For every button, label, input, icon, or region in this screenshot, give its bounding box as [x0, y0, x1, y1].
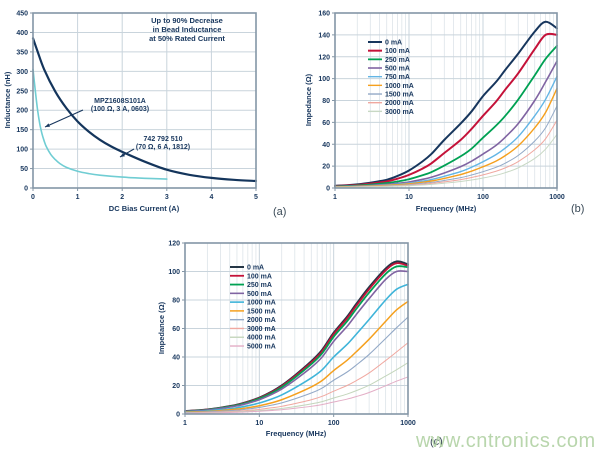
y-axis-label: Impedance (Ω)	[157, 301, 166, 354]
y-axis-label: Impedance (Ω)	[304, 73, 313, 126]
chart-b-impedance-vs-frequency: 1 10 100 1000 0 20 40 60 80 100 120 140 160 Frequency…	[304, 11, 565, 214]
svg-text:20: 20	[172, 383, 180, 390]
svg-text:80: 80	[172, 298, 180, 305]
caption-c: (c)	[430, 436, 443, 448]
grid-lines	[335, 13, 557, 188]
svg-text:350: 350	[16, 49, 28, 56]
grid-lines	[33, 13, 256, 188]
svg-text:1000: 1000	[549, 194, 565, 201]
svg-text:3000 mA: 3000 mA	[247, 326, 276, 333]
grid-lines	[185, 243, 408, 414]
svg-text:160: 160	[318, 11, 330, 18]
svg-text:5: 5	[254, 194, 258, 201]
svg-text:at 50% Rated Current: at 50% Rated Current	[149, 34, 225, 43]
svg-text:5000 mA: 5000 mA	[247, 344, 276, 351]
svg-text:1500 mA: 1500 mA	[247, 308, 276, 315]
svg-text:80: 80	[322, 98, 330, 105]
svg-text:20: 20	[322, 164, 330, 171]
svg-text:1000 mA: 1000 mA	[385, 83, 414, 90]
svg-text:1500 mA: 1500 mA	[385, 92, 414, 99]
svg-text:1000 mA: 1000 mA	[247, 300, 276, 307]
x-axis-label: Frequency (MHz)	[266, 429, 327, 438]
svg-text:2000 mA: 2000 mA	[247, 317, 276, 324]
svg-text:100: 100	[168, 269, 180, 276]
watermark-text: www.cntronics.com	[416, 430, 596, 452]
svg-text:Up to 90% Decrease: Up to 90% Decrease	[151, 16, 223, 25]
svg-text:50: 50	[20, 166, 28, 173]
svg-text:1: 1	[333, 194, 337, 201]
svg-text:2000 mA: 2000 mA	[385, 100, 414, 107]
series-curves	[31, 37, 258, 183]
svg-text:120: 120	[168, 241, 180, 248]
axis-ticks: 1 10 100 1000 0 20 40 60 80 100 120	[168, 241, 416, 428]
svg-text:60: 60	[172, 326, 180, 333]
svg-text:750 mA: 750 mA	[385, 74, 410, 81]
svg-text:200: 200	[16, 108, 28, 115]
series-callouts: MPZ1608S101A(100 Ω, 3 A, 0603) 742 792 51…	[44, 98, 190, 158]
svg-text:0: 0	[24, 186, 28, 193]
svg-text:3: 3	[165, 194, 169, 201]
svg-text:1: 1	[183, 420, 187, 427]
svg-text:0 mA: 0 mA	[385, 40, 402, 47]
svg-text:1: 1	[76, 194, 80, 201]
caption-b: (b)	[571, 203, 585, 215]
svg-text:250 mA: 250 mA	[385, 57, 410, 64]
y-axis-label: Inductance (nH)	[3, 71, 12, 128]
svg-text:250: 250	[16, 88, 28, 95]
svg-text:250 mA: 250 mA	[247, 282, 272, 289]
svg-text:100: 100	[477, 194, 489, 201]
svg-text:1000: 1000	[400, 420, 416, 427]
svg-text:100: 100	[328, 420, 340, 427]
series-curves	[334, 20, 558, 188]
svg-text:500 mA: 500 mA	[385, 66, 410, 73]
svg-text:100: 100	[318, 76, 330, 83]
series-curves	[184, 260, 409, 414]
svg-text:450: 450	[16, 11, 28, 18]
svg-text:10: 10	[255, 420, 263, 427]
svg-text:150: 150	[16, 127, 28, 134]
svg-text:100 mA: 100 mA	[385, 48, 410, 55]
svg-text:742 792 510: 742 792 510	[144, 136, 183, 143]
svg-text:400: 400	[16, 30, 28, 37]
chart-c-impedance-vs-frequency: 1 10 100 1000 0 20 40 60 80 100 120 Frequency (MHz)…	[157, 241, 416, 439]
svg-text:0 mA: 0 mA	[247, 265, 264, 272]
svg-text:2: 2	[120, 194, 124, 201]
svg-text:in Bead Inductance: in Bead Inductance	[153, 25, 222, 34]
svg-text:10: 10	[405, 194, 413, 201]
svg-text:40: 40	[172, 355, 180, 362]
svg-text:(100 Ω, 3 A, 0603): (100 Ω, 3 A, 0603)	[91, 106, 149, 113]
svg-text:100: 100	[16, 147, 28, 154]
axis-ticks: 1 10 100 1000 0 20 40 60 80 100 120 140 160	[318, 11, 565, 202]
svg-text:3000 mA: 3000 mA	[385, 109, 414, 116]
svg-text:0: 0	[31, 194, 35, 201]
x-axis-label: Frequency (MHz)	[416, 204, 477, 213]
svg-text:MPZ1608S101A: MPZ1608S101A	[94, 98, 146, 105]
svg-text:0: 0	[176, 412, 180, 419]
svg-text:300: 300	[16, 69, 28, 76]
svg-text:120: 120	[318, 54, 330, 61]
svg-text:0: 0	[326, 186, 330, 193]
svg-text:(70 Ω, 6 A, 1812): (70 Ω, 6 A, 1812)	[136, 144, 190, 151]
svg-text:4000 mA: 4000 mA	[247, 335, 276, 342]
svg-text:40: 40	[322, 142, 330, 149]
svg-text:4: 4	[209, 194, 213, 201]
svg-text:100 mA: 100 mA	[247, 273, 272, 280]
svg-text:140: 140	[318, 32, 330, 39]
svg-text:500 mA: 500 mA	[247, 291, 272, 298]
svg-text:60: 60	[322, 120, 330, 127]
x-axis-label: DC Bias Current (A)	[109, 204, 180, 213]
caption-a: (a)	[273, 206, 287, 218]
